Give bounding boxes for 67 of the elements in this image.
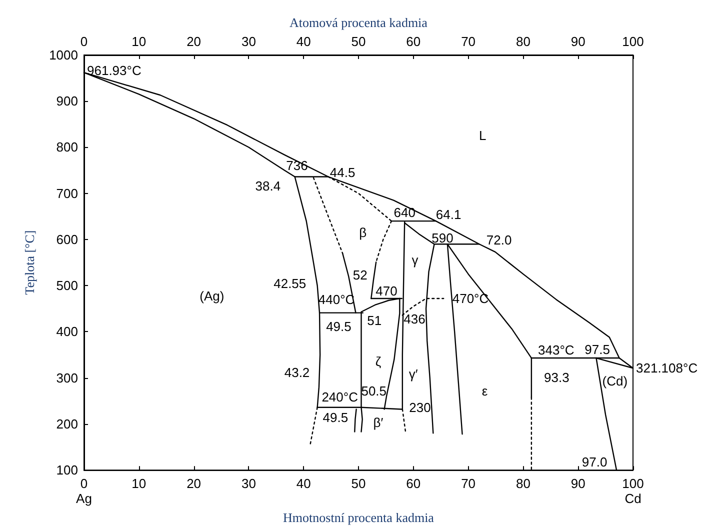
y-tick-label: 600 [56, 232, 78, 247]
x-tick-label: 70 [461, 476, 476, 492]
annotation: 640 [394, 205, 416, 220]
annotation: 44.5 [330, 165, 356, 180]
x2-tick-label: 20 [186, 34, 202, 49]
y-tick-label: 900 [56, 94, 78, 109]
annotation: ε [482, 384, 488, 399]
annotation: 97.5 [584, 342, 610, 357]
annotation: 49.5 [322, 410, 348, 426]
x2-tick-label: 10 [132, 34, 146, 49]
annotation: (Cd) [602, 374, 628, 389]
x-tick-label: 60 [406, 476, 421, 492]
annotation: β′ [373, 415, 384, 430]
y-tick-label: 700 [56, 186, 78, 201]
annotation: 49.5 [326, 319, 352, 334]
x-tick-label: 50 [351, 476, 366, 492]
x2-tick-label: 80 [516, 34, 530, 49]
x-tick-label: 0 Ag [76, 476, 92, 506]
annotation: L [478, 128, 486, 143]
x2-tick-label: 100 [622, 34, 644, 49]
annotation: 43.2 [284, 364, 310, 380]
annotation: 72.0 [486, 232, 512, 248]
y-axis-title: Teplota [°C] [22, 230, 37, 295]
annotation: 343°C [538, 342, 574, 358]
annotation: 470°C [452, 291, 489, 306]
x2-tick-label: 0 [80, 34, 88, 49]
annotation: 230 [409, 400, 431, 415]
x2-tick-label: 60 [406, 34, 421, 49]
annotation: 240°C [322, 390, 358, 405]
annotation: 51 [367, 313, 382, 328]
x2-tick-label: 90 [570, 34, 586, 49]
x-tick-label: 10 [132, 476, 146, 492]
annotation: 470 [376, 284, 398, 299]
y-tick-label: 1000 [49, 48, 78, 62]
y-tick-label: 200 [56, 416, 78, 432]
x-tick-label: 80 [516, 476, 530, 492]
y-tick-label: 800 [56, 140, 78, 155]
x-tick-label: 40 [296, 476, 311, 492]
annotation: (Ag) [200, 288, 224, 304]
x2-tick-label: 30 [241, 34, 256, 49]
x-tick-label: 30 [241, 476, 256, 492]
x2-tick-label: 40 [296, 34, 311, 49]
annotation: 590 [432, 230, 454, 246]
y-tick-label: 500 [56, 278, 78, 294]
annotation: 436 [404, 311, 426, 326]
y-tick-label: 400 [56, 324, 78, 340]
x-tick-label: 20 [186, 476, 202, 492]
x2-axis-title: Atomová procenta kadmia [290, 15, 428, 30]
annotation: 961.93°C [87, 63, 142, 78]
annotation: 64.1 [436, 207, 462, 222]
x2-tick-label: 50 [351, 34, 366, 49]
annotation: γ [412, 252, 419, 268]
x-tick-label: 100 Cd [622, 476, 644, 506]
annotation: 321.108°C [636, 360, 698, 376]
annotation: 38.4 [255, 178, 281, 194]
x2-tick-label: 70 [461, 34, 476, 49]
annotation: ζ [375, 354, 382, 369]
y-tick-label: 100 [56, 462, 78, 478]
annotation: 52 [352, 268, 368, 283]
x-axis-title: Hmotnostní procenta kadmia [283, 510, 434, 525]
annotation: 97.0 [582, 454, 608, 470]
y-tick-label: 300 [56, 370, 78, 386]
annotation: γ′ [408, 366, 418, 382]
annotation: 42.55 [274, 276, 306, 291]
annotation: β [359, 225, 367, 240]
x-tick-label: 90 [570, 476, 586, 492]
annotation: 93.3 [544, 370, 570, 385]
